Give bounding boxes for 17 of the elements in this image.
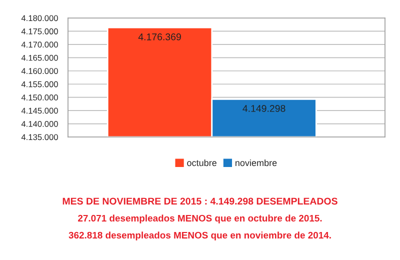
y-tick-label: 4.175.000 xyxy=(21,28,58,34)
y-tick-label: 4.170.000 xyxy=(21,42,58,48)
legend-label: octubre xyxy=(187,159,216,166)
text: 27.071 desempleados MENOS que en octubre de 2015. xyxy=(78,214,322,224)
y-tick-label: 4.145.000 xyxy=(21,108,58,114)
y-tick-label: 4.150.000 xyxy=(21,94,58,100)
data-label: 4.176.369 xyxy=(138,33,181,40)
y-tick-label: 4.160.000 xyxy=(21,68,58,74)
y-tick-label: 4.155.000 xyxy=(21,81,58,88)
y-tick-label: 4.180.000 xyxy=(21,15,58,22)
data-label: 4.149.298 xyxy=(242,105,286,112)
text: MES DE NOVIEMBRE DE 2015 : 4.149.298 DESEMPLEADOS xyxy=(62,198,338,205)
y-tick-label: 4.165.000 xyxy=(21,54,58,61)
text: 362.818 desempleados MENOS que en noviembre de 2014. xyxy=(68,232,331,240)
y-tick-label: 4.140.000 xyxy=(21,120,58,127)
y-tick-label: 4.135.000 xyxy=(21,134,58,140)
legend-label: noviembre xyxy=(236,159,277,166)
